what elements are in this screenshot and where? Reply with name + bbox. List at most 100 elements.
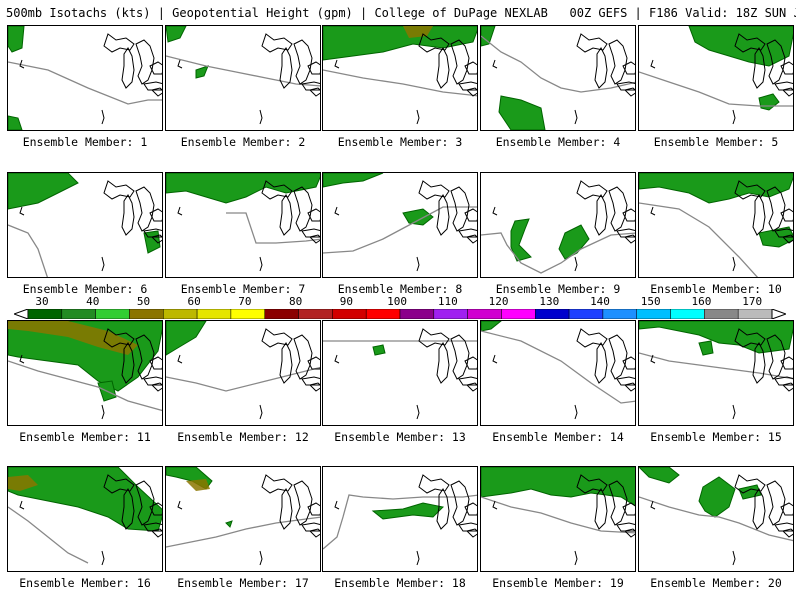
great-lakes-outline [103, 474, 162, 538]
isotach-map [322, 320, 478, 426]
great-lakes-outline [261, 328, 320, 392]
isotach-map [480, 320, 636, 426]
colorbar-swatch [264, 309, 299, 319]
height-contour [323, 206, 477, 254]
colorbar-swatch [196, 309, 232, 319]
coastline-mark [574, 256, 578, 272]
colorbar-swatch [399, 309, 435, 319]
colorbar-tick-label: 120 [488, 295, 509, 308]
colorbar-swatch [230, 309, 265, 319]
isotach-map [165, 466, 321, 572]
great-lakes-outline [734, 33, 793, 97]
coastline-mark [259, 256, 263, 272]
ensemble-member-label: Ensemble Member: 10 [650, 282, 782, 296]
colorbar-swatch [332, 309, 367, 319]
coastline-mark [416, 256, 420, 272]
colorbar-swatch [501, 309, 536, 319]
colorbar-swatch [670, 309, 705, 319]
great-lakes-outline [734, 180, 793, 244]
isotach-fill [481, 321, 502, 332]
coastline-mark [101, 550, 105, 566]
coastline-mark [416, 109, 420, 125]
isotach-fill [8, 173, 79, 210]
isotach-fill [758, 93, 780, 111]
isotach-fill [323, 173, 384, 188]
colorbar-tick-label: 100 [387, 295, 408, 308]
coastline-mark [732, 550, 736, 566]
ensemble-member-label: Ensemble Member: 8 [337, 282, 463, 296]
coastline-mark [334, 354, 340, 364]
isotach-fill [195, 65, 209, 79]
great-lakes-outline [261, 180, 320, 244]
coastline-mark [574, 550, 578, 566]
great-lakes-outline [261, 33, 320, 97]
ensemble-member-label: Ensemble Member: 18 [334, 576, 466, 590]
colorbar-tick-label: 90 [339, 295, 353, 308]
colorbar-labels: 30 40 50 60 70 80 90 100 110 120 130 140 150 160 170 [14, 296, 786, 308]
colorbar-tick-label: 110 [437, 295, 458, 308]
coastline-mark [101, 109, 105, 125]
coastline-mark [416, 404, 420, 420]
ensemble-member-label: Ensemble Member: 16 [19, 576, 151, 590]
ensemble-member-label: Ensemble Member: 20 [650, 576, 782, 590]
coastline-mark [416, 550, 420, 566]
colorbar-swatch [636, 309, 671, 319]
ensemble-member-label: Ensemble Member: 11 [19, 430, 151, 444]
isotach-fill [639, 321, 793, 354]
colorbar-tick-label: 140 [590, 295, 610, 308]
isotach-map [7, 466, 163, 572]
great-lakes-outline [576, 328, 635, 392]
height-contour [639, 71, 793, 107]
height-contour [481, 496, 635, 534]
great-lakes-outline [576, 33, 635, 97]
ensemble-member-label: Ensemble Member: 12 [177, 430, 309, 444]
coastline-mark [650, 500, 656, 510]
isotach-map [638, 25, 794, 131]
colorbar-tick-label: 80 [289, 295, 303, 308]
colorbar-tick-label: 40 [86, 295, 100, 308]
colorbar-swatches [14, 309, 786, 319]
coastline-mark [177, 500, 183, 510]
colorbar-arrow-left [14, 309, 29, 319]
height-contour [323, 69, 477, 97]
isotach-fill-strong [8, 321, 138, 355]
coastline-mark [334, 59, 340, 69]
colorbar-swatch [27, 309, 63, 319]
coastline-mark [101, 256, 105, 272]
height-contour [639, 352, 793, 380]
coastline-mark [259, 550, 263, 566]
isotach-fill [166, 321, 207, 356]
coastline-mark [259, 404, 263, 420]
isotach-fill [758, 226, 793, 248]
great-lakes-outline [576, 180, 635, 244]
isotach-fill [166, 26, 187, 43]
isotach-fill [639, 467, 680, 484]
ensemble-member-label: Ensemble Member: 6 [22, 282, 148, 296]
isotach-map [638, 466, 794, 572]
great-lakes-outline [418, 328, 477, 392]
isotach-fill [402, 208, 434, 226]
isotach-map [165, 172, 321, 278]
great-lakes-outline [734, 328, 793, 392]
isotach-fill [688, 26, 793, 67]
coastline-mark [177, 354, 183, 364]
height-contour [8, 224, 49, 277]
colorbar-swatch [95, 309, 130, 319]
isotach-fill [372, 344, 386, 356]
colorbar-swatch [61, 309, 96, 319]
great-lakes-outline [734, 474, 793, 538]
ensemble-member-label: Ensemble Member: 3 [337, 135, 463, 149]
isotach-map [322, 172, 478, 278]
coastline-mark [650, 354, 656, 364]
isotach-map [7, 25, 163, 131]
height-contour [639, 202, 759, 277]
isotach-fill [225, 520, 233, 528]
colorbar-swatch [737, 309, 773, 319]
height-contour [639, 496, 793, 542]
ensemble-member-label: Ensemble Member: 17 [177, 576, 309, 590]
isotach-map [480, 466, 636, 572]
coastline-mark [492, 500, 498, 510]
great-lakes-outline [103, 328, 162, 392]
coastline-mark [574, 404, 578, 420]
colorbar-tick-label: 50 [136, 295, 151, 308]
